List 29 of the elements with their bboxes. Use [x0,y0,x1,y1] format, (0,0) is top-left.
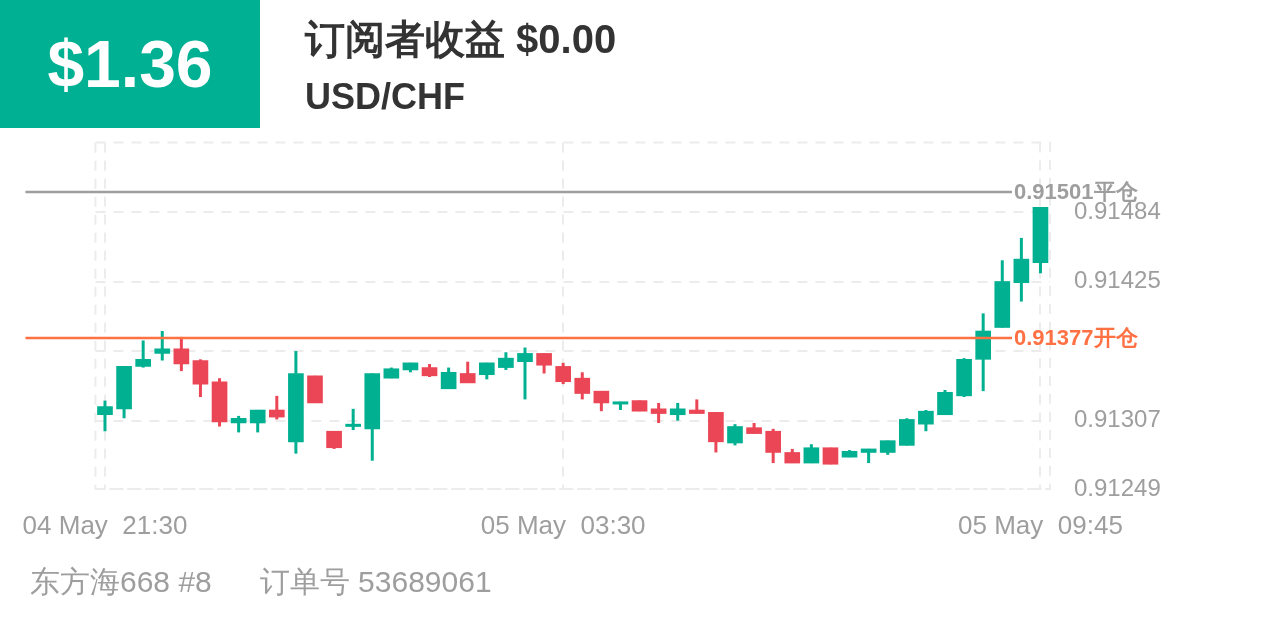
candlestick [727,424,743,446]
candlestick [765,427,782,465]
candlestick [593,390,610,413]
x-tick-label: 04 May 21:30 [22,509,188,540]
candlestick [249,409,266,433]
x-tick-label: 05 May 03:30 [480,509,646,540]
text: 订单号 53689061 [259,564,492,600]
candlestick [555,361,572,386]
candlestick [135,340,151,368]
text: 东方海668 #8 [30,564,212,600]
candlestick [97,400,113,433]
y-tick-label: 0.91249 [1074,473,1161,501]
y-tick-label: 0.91307 [1074,405,1161,433]
chart-subtitle: USD/CHF [305,76,465,118]
candlestick [345,407,361,432]
candlestick [918,410,934,433]
candlestick [154,331,171,361]
ref-line-label: 0.91377开仓 [1014,325,1139,351]
candlestick [937,389,953,416]
candlestick [459,361,476,384]
chart-title: 订阅者收益 $0.00 [305,16,617,63]
candlestick [440,367,457,390]
candlestick [268,394,285,420]
x-tick-label: 05 May 09:45 [958,509,1123,540]
y-tick-label: 0.91425 [1074,266,1161,294]
candlestick [517,347,533,400]
candlestick [536,353,552,374]
text: $1.36 [0,0,260,128]
candlestick [574,372,591,400]
